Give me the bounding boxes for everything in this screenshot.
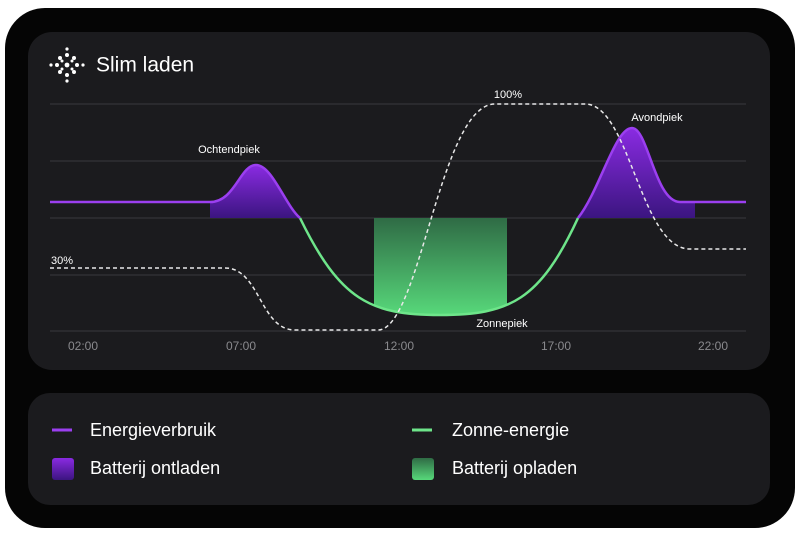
annotation: Ochtendpiek [198,144,260,156]
annotation: Avondpiek [631,112,683,124]
legend-swatch [412,458,434,480]
annotation: 30% [51,255,73,267]
legend-swatch [52,458,74,480]
legend-label: Batterij ontladen [90,458,220,478]
x-tick-label: 17:00 [541,339,571,353]
legend-label: Zonne-energie [452,420,569,440]
solar-line [298,217,580,317]
annotation: 100% [494,89,522,101]
chart-card [28,32,770,370]
usage-line [577,126,746,219]
title: Slim laden [96,54,194,77]
usage-line [50,163,301,219]
x-tick-label: 12:00 [384,339,414,353]
battery-discharge-area [578,128,695,218]
x-tick-label: 07:00 [226,339,256,353]
legend-label: Batterij opladen [452,458,577,478]
battery-discharge-area [210,165,300,218]
x-tick-label: 22:00 [698,339,728,353]
annotation: Zonnepiek [476,318,528,330]
battery-level-line [50,103,746,331]
legend-card [28,393,770,505]
legend-label: Energieverbruik [90,420,217,440]
x-tick-label: 02:00 [68,339,98,353]
app-icon [49,47,85,83]
